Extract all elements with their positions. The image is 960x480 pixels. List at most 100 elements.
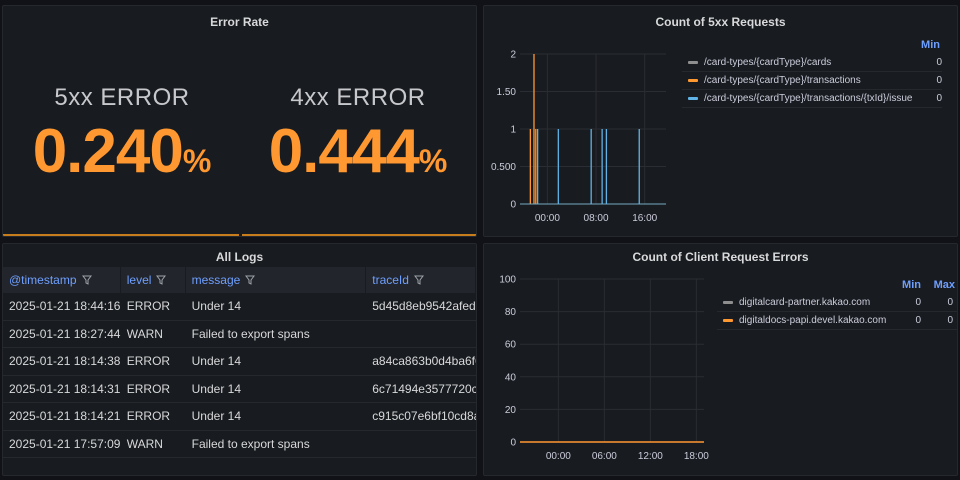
y-tick-label: 1 [510, 125, 516, 136]
table-body: 2025-01-21 18:44:16 ERROR Under 14 5d45d8eb… [3, 293, 476, 458]
legend-item[interactable]: /card-types/{cardType}/transactions 0 [682, 72, 942, 90]
table-cell-message: Under 14 [191, 381, 241, 396]
x-tick-label: 18:00 [684, 451, 709, 462]
stat-number: 0.240 [32, 117, 184, 186]
table-cell-timestamp: 2025-01-21 18:27:44 [9, 326, 121, 341]
stat-4xx: 4xx ERROR 0.444% [243, 84, 473, 187]
y-tick-label: 20 [505, 405, 517, 416]
legend-header: Min [682, 36, 942, 54]
legend-item[interactable]: digitalcard-partner.kakao.com 0 0 [717, 294, 957, 312]
column-label: traceId [372, 273, 409, 287]
filter-icon[interactable] [413, 275, 424, 285]
count-5xx-legend: Min /card-types/{cardType}/cards 0 /card… [682, 36, 942, 108]
x-tick-label: 12:00 [638, 451, 663, 462]
legend-item[interactable]: /card-types/{cardType}/cards 0 [682, 54, 942, 72]
column-label: message [191, 273, 241, 287]
legend-name: digitaldocs-papi.devel.kakao.com [739, 315, 887, 326]
stat-label: 4xx ERROR [290, 84, 426, 111]
stat-unit: % [182, 143, 212, 179]
column-header-timestamp[interactable]: @timestamp [3, 267, 121, 293]
table-cell-message: Under 14 [191, 299, 241, 314]
y-tick-label: 40 [505, 372, 517, 383]
error-rate-panel: Error Rate 5xx ERROR 0.240% 4xx ERROR 0.… [2, 5, 477, 237]
y-tick-label: 0 [510, 200, 516, 211]
series-swatch [688, 61, 698, 64]
x-tick-label: 16:00 [632, 213, 657, 224]
all-logs-panel: All Logs @timestamp level message traceI… [2, 243, 477, 476]
column-header-level[interactable]: level [121, 267, 186, 293]
stat-5xx: 5xx ERROR 0.240% [7, 84, 237, 187]
legend-item[interactable]: /card-types/{cardType}/transactions/{txI… [682, 90, 942, 108]
table-cell-level: WARN [126, 326, 163, 341]
client-errors-panel: Count of Client Request Errors 0 20 40 60 80… [483, 243, 958, 476]
table-row[interactable]: 2025-01-21 18:14:38 ERROR Under 14 a84ca863… [3, 348, 476, 376]
table-row[interactable]: 2025-01-21 18:14:21 ERROR Under 14 c915c07e… [3, 403, 476, 431]
y-tick-label: 80 [505, 307, 517, 318]
y-tick-label: 0 [510, 438, 516, 449]
column-header-message[interactable]: message [186, 267, 367, 293]
legend-min-header[interactable]: Min [902, 279, 921, 291]
column-header-traceid[interactable]: traceId [366, 267, 476, 293]
table-cell-timestamp: 2025-01-21 18:14:38 [9, 354, 121, 369]
table-cell-message: Under 14 [191, 409, 241, 424]
table-row[interactable]: 2025-01-21 18:27:44 WARN Failed to export … [3, 321, 476, 348]
table-cell-traceId: c915c07e6bf10cd8a7 [372, 409, 476, 424]
series-swatch [723, 319, 733, 322]
y-tick-label: 100 [499, 275, 516, 286]
panel-title: Count of Client Request Errors [632, 250, 809, 264]
count-5xx-panel: Count of 5xx Requests 0 0.500 1 1.50 2 00:00 0… [483, 5, 958, 237]
legend-item[interactable]: digitaldocs-papi.devel.kakao.com 0 0 [717, 312, 957, 330]
legend-max: 0 [947, 297, 953, 308]
count-5xx-chart[interactable]: 0 0.500 1 1.50 2 00:00 08:00 16:00 [484, 6, 684, 237]
table-cell-traceId: 6c71494e3577720c3 [372, 381, 476, 396]
client-errors-legend: Min Max digitalcard-partner.kakao.com 0 … [717, 276, 957, 330]
y-tick-label: 0.500 [491, 162, 516, 173]
legend-header: Min Max [717, 276, 957, 294]
y-tick-label: 1.50 [497, 87, 517, 98]
stat-value: 0.444% [243, 116, 473, 187]
table-header: @timestamp level message traceId [3, 267, 476, 293]
table-cell-level: ERROR [126, 354, 171, 369]
legend-min: 0 [936, 57, 942, 68]
table-cell-traceId: a84ca863b0d4ba6f62 [372, 354, 476, 369]
table-cell-level: ERROR [126, 299, 171, 314]
client-errors-chart[interactable]: 0 20 40 60 80 100 00:00 06:00 12:00 18:00 [484, 244, 714, 476]
x-tick-label: 00:00 [535, 213, 560, 224]
legend-name: /card-types/{cardType}/cards [704, 57, 832, 68]
legend-min-header[interactable]: Min [921, 39, 940, 51]
y-tick-label: 60 [505, 340, 517, 351]
table-cell-message: Under 14 [191, 354, 241, 369]
table-row[interactable]: 2025-01-21 18:44:16 ERROR Under 14 5d45d8eb… [3, 293, 476, 321]
table-cell-timestamp: 2025-01-21 18:44:16 [9, 299, 121, 314]
legend-name: /card-types/{cardType}/transactions [704, 75, 861, 86]
stat-unit: % [418, 143, 448, 179]
column-label: level [126, 273, 152, 287]
table-row[interactable]: 2025-01-21 17:57:09 WARN Failed to export … [3, 431, 476, 458]
stat-sparkline [3, 234, 239, 236]
series-swatch [688, 79, 698, 82]
legend-min: 0 [915, 315, 921, 326]
panel-title: Error Rate [210, 15, 269, 29]
legend-max-header[interactable]: Max [933, 279, 955, 291]
x-tick-label: 08:00 [584, 213, 609, 224]
stat-value: 0.240% [7, 116, 237, 187]
filter-icon[interactable] [245, 275, 256, 285]
series-swatch [723, 301, 733, 304]
legend-min: 0 [936, 75, 942, 86]
table-cell-level: ERROR [126, 381, 171, 396]
table-cell-message: Failed to export spans [191, 436, 310, 451]
filter-icon[interactable] [81, 275, 92, 285]
table-cell-timestamp: 2025-01-21 18:14:31 [9, 381, 121, 396]
legend-name: digitalcard-partner.kakao.com [739, 297, 871, 308]
panel-title: All Logs [215, 250, 264, 264]
table-cell-timestamp: 2025-01-21 17:57:09 [9, 436, 121, 451]
legend-min: 0 [915, 297, 921, 308]
table-row[interactable]: 2025-01-21 18:14:31 ERROR Under 14 6c71494e… [3, 376, 476, 403]
y-tick-label: 2 [510, 50, 516, 61]
x-tick-label: 00:00 [546, 451, 571, 462]
legend-name: /card-types/{cardType}/transactions/{txI… [704, 93, 913, 104]
table-cell-level: ERROR [126, 409, 171, 424]
filter-icon[interactable] [156, 275, 167, 285]
table-cell-traceId: 5d45d8eb9542afed19 [372, 299, 476, 314]
logs-table: @timestamp level message traceId 2025-01… [3, 267, 476, 458]
